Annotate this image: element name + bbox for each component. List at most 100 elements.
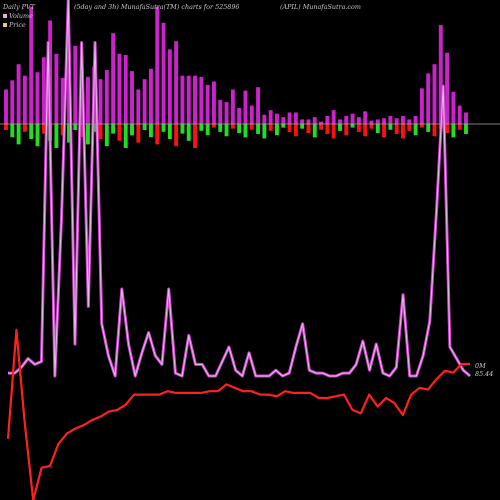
legend-volume-label: Volume <box>9 12 33 20</box>
volume-down-bar <box>356 124 361 132</box>
volume-down-bar <box>98 124 103 139</box>
volume-bar <box>161 22 166 124</box>
volume-bar <box>325 115 330 124</box>
volume-down-bar <box>375 124 380 133</box>
volume-down-bar <box>85 124 90 145</box>
legend-price-swatch <box>3 23 7 27</box>
volume-down-bar <box>363 124 368 137</box>
legend-price: Price <box>3 21 26 29</box>
volume-bar <box>432 64 437 124</box>
volume-down-bar <box>312 124 317 138</box>
volume-bar <box>268 110 273 124</box>
volume-bar <box>338 119 342 124</box>
volume-down-bar <box>10 124 15 138</box>
line-series-group <box>6 0 471 500</box>
legend-price-label: Price <box>9 21 26 29</box>
volume-bar <box>287 112 292 124</box>
volume-down-bar <box>79 124 84 138</box>
volume-bar <box>155 6 160 125</box>
volume-down-bar <box>104 124 109 147</box>
volume-bar <box>205 84 210 124</box>
chart-symbol-site: (APIL) MunafaSutra.com <box>280 3 361 11</box>
volume-bar <box>401 115 405 124</box>
price-end-label: 85.44 <box>475 370 494 378</box>
pvt-end-label: 0M <box>475 362 486 370</box>
volume-bar <box>243 90 248 124</box>
volume-down-bar <box>445 124 450 133</box>
volume-bar <box>312 117 317 124</box>
volume-down-bar <box>136 124 141 143</box>
volume-down-bar <box>218 124 223 132</box>
volume-down-bar <box>419 124 424 128</box>
volume-down-bar <box>262 124 267 139</box>
volume-down-bar <box>464 124 468 135</box>
volume-bar <box>41 57 46 124</box>
volume-down-bar <box>161 124 166 132</box>
volume-bar <box>457 105 462 124</box>
legend-volume: Volume <box>3 12 33 20</box>
volume-down-bar <box>29 124 34 139</box>
volume-down-bar <box>319 124 324 130</box>
volume-bar <box>262 114 267 124</box>
volume-down-bar <box>167 124 172 139</box>
volume-down-bar <box>142 124 147 130</box>
volume-bar <box>350 113 355 124</box>
volume-down-bar <box>73 124 78 130</box>
volume-bars-group <box>4 6 468 148</box>
volume-down-bar <box>344 124 349 136</box>
volume-down-bar <box>60 124 65 136</box>
volume-bar <box>413 115 418 124</box>
volume-down-bar <box>407 124 412 131</box>
volume-down-bar <box>350 124 355 128</box>
volume-down-bar <box>35 124 40 147</box>
volume-down-bar <box>155 124 160 145</box>
volume-bar <box>331 110 336 124</box>
volume-bar <box>54 53 59 124</box>
volume-bar <box>180 75 185 124</box>
volume-bar <box>10 80 15 124</box>
volume-down-bar <box>186 124 191 141</box>
volume-down-bar <box>293 124 298 137</box>
volume-down-bar <box>16 124 21 145</box>
volume-bar <box>104 69 109 124</box>
volume-down-bar <box>426 124 431 132</box>
volume-bar <box>237 107 242 124</box>
volume-down-bar <box>211 124 216 128</box>
volume-down-bar <box>369 124 374 129</box>
volume-down-bar <box>174 124 179 147</box>
volume-down-bar <box>457 124 462 130</box>
volume-down-bar <box>230 124 235 129</box>
volume-bar <box>98 79 103 124</box>
volume-down-bar <box>432 124 437 137</box>
volume-down-bar <box>237 124 242 133</box>
volume-bar <box>73 45 78 124</box>
volume-down-bar <box>22 124 27 132</box>
volume-bar <box>281 117 286 124</box>
volume-bar <box>29 6 34 125</box>
volume-bar <box>136 89 141 124</box>
volume-down-bar <box>148 124 153 138</box>
volume-down-bar <box>388 124 393 130</box>
volume-down-bar <box>243 124 248 138</box>
volume-bar <box>22 75 27 124</box>
volume-bar <box>85 76 90 124</box>
volume-bar <box>344 115 349 124</box>
volume-down-bar <box>451 124 456 138</box>
volume-down-bar <box>394 124 399 135</box>
volume-bar <box>148 68 153 124</box>
volume-bar <box>218 99 223 124</box>
volume-bar <box>394 118 399 124</box>
volume-bar <box>117 53 122 124</box>
volume-bar <box>230 89 235 124</box>
volume-down-bar <box>331 124 336 139</box>
volume-down-bar <box>193 124 197 148</box>
volume-bar <box>256 87 261 124</box>
volume-bar <box>186 75 191 124</box>
volume-bar <box>451 91 456 124</box>
volume-bar <box>319 121 324 124</box>
volume-bar <box>4 89 8 124</box>
volume-down-bar <box>287 124 292 132</box>
volume-bar <box>375 119 380 124</box>
volume-down-bar <box>249 124 254 130</box>
